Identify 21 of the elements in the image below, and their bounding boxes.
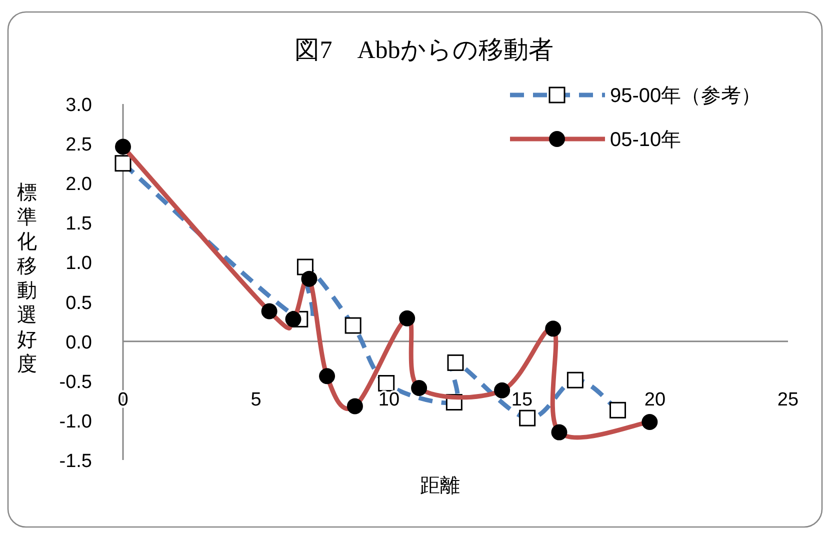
y-tick-label: -1.5	[59, 451, 92, 472]
x-axis-title: 距離	[420, 475, 460, 497]
y-tick-label: 2.5	[66, 134, 92, 156]
chart-title: 図7 Abbからの移動者	[294, 37, 554, 64]
y-tick-label: 3.0	[66, 95, 92, 116]
y-tick-label: 1.5	[66, 214, 92, 235]
x-tick-label: 10	[378, 389, 400, 410]
y-tick-label: -1.0	[59, 411, 92, 432]
x-tick-label: 0	[118, 389, 128, 410]
y-axis-title: 標準化移動選好度	[17, 182, 37, 376]
y-tick-label: 0.5	[66, 292, 92, 314]
x-tick-label: 5	[250, 389, 262, 410]
legend-label: 95-00年（参考）	[610, 85, 762, 107]
y-tick-label: 0.0	[66, 332, 92, 354]
y-tick-label: 2.0	[66, 174, 92, 196]
x-tick-label: 25	[777, 389, 799, 410]
legend-label: 05-10年	[610, 129, 682, 151]
x-tick-label: 15	[511, 389, 533, 410]
y-tick-label: 1.0	[66, 253, 92, 274]
x-tick-label: 20	[644, 389, 666, 410]
y-tick-label: -0.5	[59, 372, 92, 393]
